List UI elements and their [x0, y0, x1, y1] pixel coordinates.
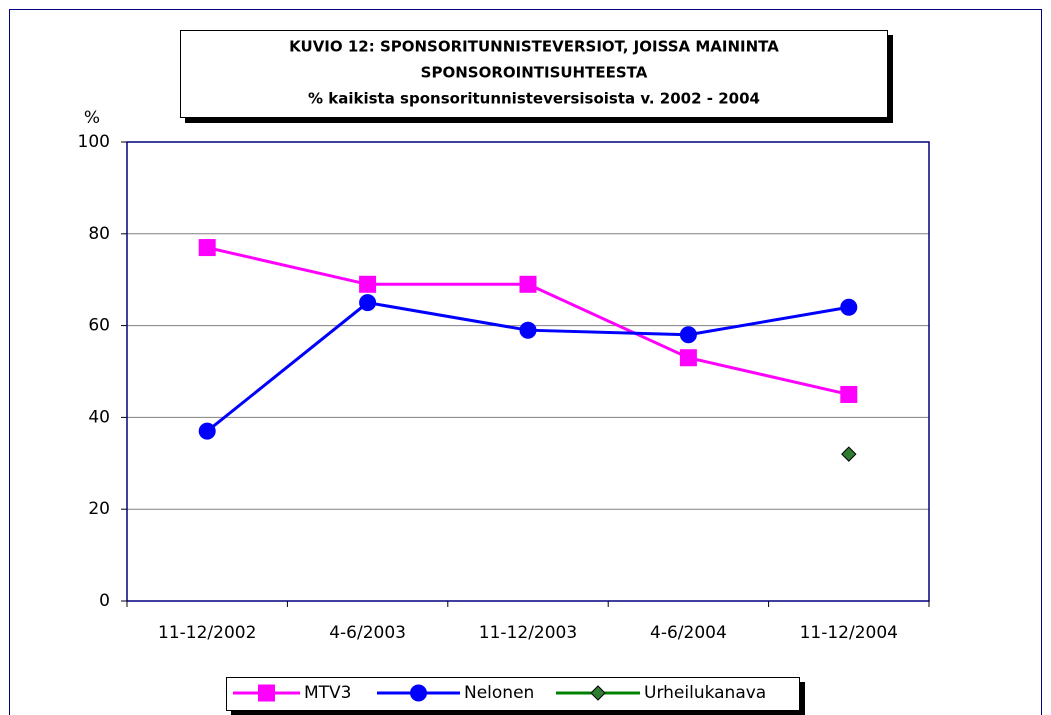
- marker: [198, 422, 216, 440]
- chart-title: SPONSOROINTISUHTEESTA: [421, 64, 648, 82]
- legend-box: [226, 677, 800, 711]
- legend-label: Urheilukanava: [644, 683, 766, 703]
- marker: [590, 685, 606, 701]
- x-tick-label: 4-6/2003: [329, 623, 406, 643]
- series-line: [206, 246, 850, 396]
- marker: [359, 275, 377, 293]
- y-tick-label: 100: [78, 132, 110, 152]
- x-tick-label: 11-12/2002: [158, 623, 256, 643]
- y-axis-label: %: [84, 108, 100, 128]
- x-tick-label: 4-6/2004: [650, 623, 727, 643]
- marker: [519, 275, 537, 293]
- chart-frame: [9, 9, 1042, 715]
- marker: [410, 684, 427, 702]
- x-tick-label: 11-12/2004: [800, 623, 898, 643]
- marker: [198, 239, 216, 257]
- chart-subtitle: % kaikista sponsoritunnisteversisoista v…: [308, 90, 760, 108]
- marker: [359, 294, 377, 312]
- marker: [519, 321, 537, 339]
- y-tick-label: 60: [88, 316, 110, 336]
- y-tick-label: 40: [88, 407, 110, 427]
- marker: [679, 326, 697, 344]
- marker: [841, 446, 857, 462]
- legend-label: Nelonen: [464, 683, 534, 703]
- marker: [679, 349, 697, 367]
- y-tick-label: 0: [99, 591, 110, 611]
- chart-title: KUVIO 12: SPONSORITUNNISTEVERSIOT, JOISS…: [289, 38, 779, 56]
- title-box: [180, 30, 888, 118]
- marker: [840, 385, 858, 403]
- y-tick-label: 80: [88, 224, 110, 244]
- marker: [840, 298, 858, 316]
- x-tick-label: 11-12/2003: [479, 623, 577, 643]
- legend-label: MTV3: [304, 683, 352, 703]
- y-tick-label: 20: [88, 499, 110, 519]
- plot-border: [126, 141, 930, 602]
- marker: [258, 684, 275, 702]
